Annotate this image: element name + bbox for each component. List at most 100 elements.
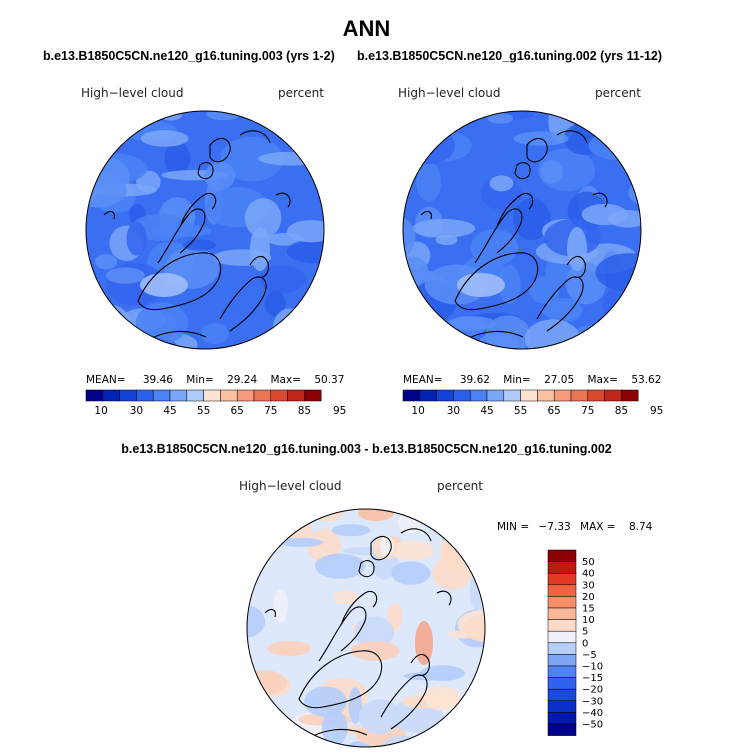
right-colorbar-box: [553, 389, 572, 402]
cloud-patch: [596, 335, 621, 349]
diff-field-label: High−level cloud: [239, 479, 342, 493]
diff-colorbar-tick: 10: [582, 615, 595, 626]
coastline: [474, 208, 523, 264]
cloud-patch: [541, 300, 583, 320]
cloud-patch: [286, 239, 324, 264]
coastline: [358, 560, 375, 578]
diff-patch: [316, 746, 348, 747]
cloud-patch: [140, 130, 189, 147]
left-max-label: Max=: [270, 374, 301, 386]
left-colorbar-box: [169, 389, 188, 402]
cloud-patch: [412, 219, 476, 238]
right-colorbar-tick: 45: [480, 405, 493, 417]
left-colorbar-tick: 95: [333, 405, 346, 417]
cloud-patch: [588, 131, 641, 161]
map-border: [85, 110, 325, 350]
right-colorbar-tick: 75: [581, 405, 594, 417]
coastline: [420, 210, 432, 220]
diff-patch: [261, 742, 317, 747]
diff-patch: [332, 590, 359, 605]
diff-colorbar-box: [547, 596, 577, 609]
diff-colorbar-box: [547, 630, 577, 644]
coastline: [103, 210, 115, 220]
coastline: [436, 590, 452, 606]
coastline: [370, 535, 392, 561]
cloud-patch: [581, 203, 628, 226]
diff-patch: [315, 553, 365, 579]
cloud-patch: [435, 234, 458, 246]
cloud-patch: [485, 315, 531, 349]
diff-colorbar-box: [547, 700, 577, 713]
diff-patch: [403, 671, 459, 681]
diff-patch: [247, 705, 278, 746]
diff-patch: [279, 537, 324, 548]
diff-patch: [387, 603, 403, 629]
diff-colorbar-tick: −40: [582, 708, 603, 719]
left-colorbar-box: [253, 389, 272, 402]
coastline: [264, 608, 276, 618]
diff-patch: [358, 699, 401, 735]
coastline: [239, 130, 271, 144]
diff-patch: [380, 535, 394, 558]
left-colorbar-box: [236, 389, 255, 402]
cloud-patch: [94, 254, 118, 270]
right-min-value: 27.05: [544, 374, 575, 386]
cloud-patch: [489, 175, 514, 192]
cloud-patch: [220, 136, 284, 182]
right-min-label: Min=: [503, 374, 531, 386]
cloud-patch: [498, 265, 521, 305]
coastline: [536, 276, 584, 332]
left-colorbar-box: [287, 389, 305, 402]
diff-patch: [331, 524, 371, 537]
cloud-patch: [403, 216, 416, 259]
diff-colorbar-box: [547, 584, 577, 597]
coastline: [400, 528, 432, 542]
coastline: [197, 162, 214, 180]
right-colorbar-box: [570, 389, 589, 402]
left-colorbar-box: [203, 389, 221, 402]
diff-colorbar-box: [547, 654, 577, 667]
cloud-patch: [292, 322, 313, 348]
coastline: [380, 674, 428, 730]
cloud-patch: [151, 224, 212, 237]
diff-colorbar-box: [547, 688, 577, 702]
diff-patch: [432, 556, 473, 590]
cloud-patch: [512, 198, 551, 241]
right-colorbar-box: [402, 389, 421, 402]
diff-colorbar-tick: 0: [582, 638, 588, 649]
cloud-patch: [524, 319, 581, 349]
cloud-patch: [135, 302, 189, 344]
cloud-patch: [86, 304, 101, 345]
right-colorbar-box: [486, 389, 505, 402]
cloud-patch: [602, 288, 628, 323]
diff-colorbar-tick: 50: [582, 557, 595, 568]
diff-patch: [354, 616, 395, 649]
diff-colorbar-box: [547, 561, 577, 574]
coastline: [566, 255, 586, 278]
left-polar-map: [85, 110, 325, 350]
cloud-patch: [470, 229, 519, 266]
cloud-patch: [416, 161, 442, 202]
diff-max-label: MAX =: [580, 521, 616, 533]
diff-patch: [466, 711, 485, 731]
diff-patch: [415, 621, 433, 665]
right-panel-subtitle: b.e13.B1850C5CN.ne120_g16.tuning.002 (yr…: [357, 49, 663, 63]
diff-units-label: percent: [437, 479, 483, 493]
cloud-patch: [403, 126, 456, 165]
right-colorbar-box: [419, 389, 437, 402]
left-units-label: percent: [278, 86, 324, 100]
left-colorbar-box: [220, 389, 238, 402]
left-colorbar-box: [102, 389, 120, 402]
left-colorbar-tick: 10: [94, 405, 107, 417]
right-colorbar-box: [503, 389, 521, 402]
diff-colorbar-tick: 20: [582, 592, 595, 603]
cloud-patch: [567, 227, 587, 271]
diff-max-value: 8.74: [628, 521, 653, 533]
cloud-patch: [264, 290, 286, 317]
coastline: [592, 192, 608, 208]
diff-patch: [247, 518, 277, 544]
difference-polar-map: [246, 508, 486, 748]
cloud-patch: [259, 265, 306, 294]
diff-colorbar-tick: 30: [582, 580, 595, 591]
diff-patch: [469, 573, 485, 611]
